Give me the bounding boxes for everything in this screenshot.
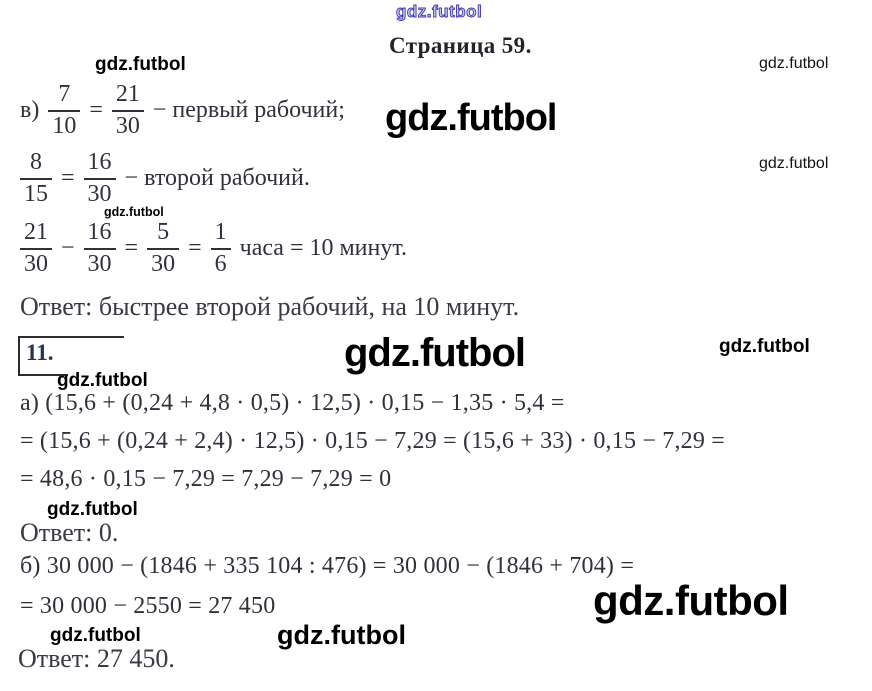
equation-line-b2: = 30 000 − 2550 = 27 450 (20, 593, 276, 619)
equation-line-v2: 8 15 = 16 30 − второй рабочий. (20, 149, 310, 208)
equation-line-a2: = (15,6 + (0,24 + 2,4) · 12,5) · 0,15 − … (20, 428, 726, 454)
denominator: 10 (48, 109, 81, 140)
task-number: 11. (18, 338, 68, 376)
numerator: 8 (30, 149, 42, 175)
fraction: 16 30 (83, 149, 116, 208)
fraction: 16 30 (83, 219, 116, 278)
fraction: 5 30 (147, 219, 180, 278)
watermark-top-right: gdz.futbol (759, 55, 829, 72)
fraction: 8 15 (20, 149, 52, 208)
watermark-tiny: gdz.futbol (104, 205, 164, 219)
watermark-task-right: gdz.futbol (719, 336, 810, 357)
denominator: 30 (83, 177, 116, 208)
part-label: в) (20, 97, 40, 124)
equals-sign: = (124, 235, 139, 262)
equation-line-a3: = 48,6 · 0,15 − 7,29 = 7,29 − 7,29 = 0 (20, 466, 392, 492)
denominator: 30 (111, 109, 144, 140)
numerator: 16 (87, 149, 112, 175)
numerator: 7 (58, 81, 71, 107)
denominator: 30 (147, 247, 180, 278)
denominator: 15 (20, 177, 52, 208)
watermark-part-a: gdz.futbol (47, 499, 138, 520)
equation-line-a1: а) (15,6 + (0,24 + 4,8 · 0,5) · 12,5) · … (20, 390, 565, 416)
denominator: 30 (83, 247, 116, 278)
numerator: 21 (115, 81, 140, 107)
answer-part-b: Ответ: 27 450. (18, 644, 175, 673)
watermark-line1-big: gdz.futbol (385, 97, 557, 139)
numerator: 1 (214, 219, 227, 245)
watermark-bottom-big: gdz.futbol (593, 577, 789, 624)
fraction: 7 10 (48, 81, 81, 140)
watermark-center-big: gdz.futbol (344, 331, 526, 375)
equation-tail: − первый рабочий; (152, 97, 345, 124)
answer-part-a: Ответ: 0. (20, 518, 119, 547)
watermark-top-left: gdz.futbol (95, 54, 186, 75)
watermark-bottom-left: gdz.futbol (50, 625, 141, 646)
answer-part-v: Ответ: быстрее второй рабочий, на 10 мин… (20, 292, 520, 321)
numerator: 21 (24, 219, 48, 245)
equation-tail: часа = 10 минут. (239, 235, 408, 262)
numerator: 5 (157, 219, 170, 245)
page-title: Страница 59. (389, 33, 532, 58)
fraction: 21 30 (111, 81, 144, 140)
equals-sign: = (61, 165, 75, 192)
minus-sign: − (61, 235, 75, 262)
watermark-below-number: gdz.futbol (57, 370, 148, 391)
watermark-bottom-mid: gdz.futbol (277, 620, 406, 650)
equals-sign: = (89, 97, 103, 124)
equation-line-v3: 21 30 − 16 30 = 5 30 = 1 6 часа = 10 мин… (20, 219, 408, 278)
equation-tail: − второй рабочий. (124, 165, 310, 192)
equals-sign: = (188, 235, 202, 262)
denominator: 30 (20, 247, 52, 278)
watermark-mid-right: gdz.futbol (759, 155, 829, 172)
denominator: 6 (210, 247, 231, 278)
fraction: 21 30 (20, 219, 52, 278)
equation-line-v1: в) 7 10 = 21 30 − первый рабочий; (20, 81, 345, 140)
watermark-top-outline: gdz.futbol (396, 2, 483, 22)
fraction: 1 6 (210, 219, 231, 278)
numerator: 16 (87, 219, 112, 245)
task-number-box: 11. (18, 336, 124, 376)
equation-line-b1: б) 30 000 − (1846 + 335 104 : 476) = 30 … (20, 553, 635, 579)
